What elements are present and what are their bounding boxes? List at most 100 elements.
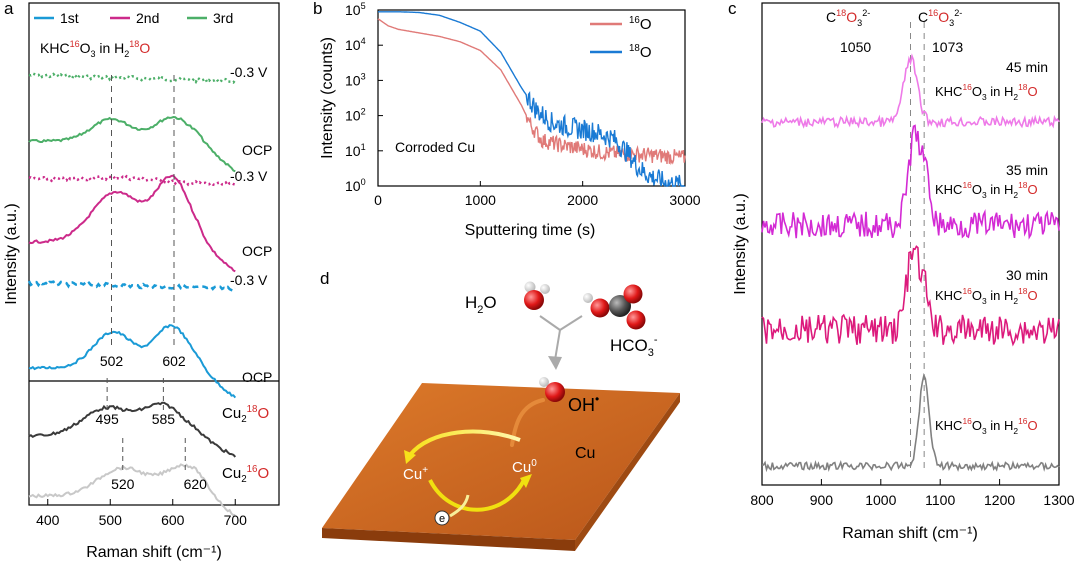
hydroxyl-radical-label: OH• [568, 392, 599, 415]
c-condition-label-0: KHC16O3 in H218O [935, 82, 1038, 102]
trace-3rd-OCP [28, 115, 236, 173]
copper-top-face [322, 383, 680, 540]
trace-label-3rd-OCP: OCP [242, 142, 272, 158]
trace-label-1st--0.3-V: -0.3 V [230, 272, 268, 288]
trace-16O [377, 18, 686, 166]
c-xtick-label-900: 900 [810, 492, 834, 508]
b-ytick-label-2: 102 [345, 107, 366, 124]
copper-label: Cu [575, 445, 595, 462]
panel-a-y-label: Intensity (a.u.) [3, 203, 20, 304]
panel-a-x-label: Raman shift (cm⁻¹) [86, 544, 222, 561]
trace-label-2nd--0.3-V: -0.3 V [230, 168, 268, 184]
cycle-top-arrow [408, 429, 521, 457]
panel-b-axes: 0 1000 2000 3000 100 101 102 103 104 105 [345, 1, 701, 208]
panel-b-y-label: Intensity (counts) [319, 37, 336, 159]
lower-peak-label-585: 585 [152, 411, 176, 427]
cycle-bottom-arrow [428, 477, 527, 512]
cycle-bottom-arrowhead [520, 474, 532, 488]
b-ytick-label-3: 103 [345, 71, 366, 88]
panel-a-inset-title: KHC16O3 in H218O [40, 39, 150, 59]
panel-c-frame [761, 2, 1060, 486]
oh-h-atom [539, 377, 549, 387]
panel-b: b 0 1000 2000 3000 100 101 102 103 104 105 Corrod… [313, 0, 701, 239]
trace-c-35-min [761, 124, 1060, 240]
trace-c-reference [762, 372, 1060, 473]
water-o-atom [524, 290, 544, 310]
panel-c-trace-labels: 45 min KHC16O3 in H218O 35 min KHC16O3 in H… [935, 59, 1048, 436]
trace-2nd-OCP [28, 174, 236, 273]
trace-Cu2-16O [28, 463, 236, 517]
lower-trace-label-0: Cu218O [222, 404, 269, 425]
c-time-label-0: 45 min [1006, 59, 1048, 75]
hydroxyl-radical [539, 377, 565, 402]
c-condition-label-3: KHC16O3 in H216O [935, 416, 1038, 436]
b-xtick-label-1000: 1000 [465, 192, 496, 208]
trace-c-45-min [761, 53, 1060, 129]
lower-trace-label-1: Cu216O [222, 464, 269, 485]
electron-trail [449, 494, 470, 518]
panel-label-c: c [728, 0, 737, 18]
legend-label-2nd: 2nd [136, 10, 159, 26]
b-ytick-label-4: 104 [345, 36, 366, 53]
panel-a-frame [28, 2, 280, 506]
lower-peak-label-620: 620 [184, 476, 208, 492]
b-xtick-label-0: 0 [374, 192, 382, 208]
copper-front-face [322, 528, 575, 551]
panel-b-traces [377, 11, 686, 187]
merge-arrow [539, 315, 583, 361]
cu-plus-label: Cu+ [403, 465, 428, 483]
bicarbonate-molecule [583, 284, 646, 330]
panel-c: c 800 900 1000 1100 1200 1300 C18O32- 1050 C16O… [728, 0, 1075, 542]
panel-a: a 1st 2nd 3rd KHC16O3 in H218O [4, 0, 280, 506]
hco3-c-atom [609, 295, 631, 317]
a-xtick-label-700: 700 [224, 512, 248, 528]
c-header-value-0: 1050 [840, 39, 871, 55]
redox-cycle [404, 429, 532, 512]
trace-2nd--0.3-V [28, 174, 236, 188]
panel-a-traces: -0.3 V OCP -0.3 V OCP -0.3 V OCP 502 602 [27, 64, 272, 399]
water-h2-atom [540, 284, 550, 294]
panel-b-legend: 16O 18O [590, 15, 652, 61]
b-legend-label-16O: 16O [629, 15, 652, 33]
b-legend-label-18O: 18O [629, 43, 652, 61]
c-xtick-label-1100: 1100 [925, 492, 955, 508]
cu-zero-label: Cu0 [512, 458, 537, 476]
a-xtick-label-400: 400 [36, 512, 60, 528]
c-xtick-label-1300: 1300 [1043, 492, 1074, 508]
c-header-species-0: C18O32- [826, 8, 870, 28]
peak-label-502: 502 [100, 353, 124, 369]
c-xtick-label-1000: 1000 [865, 492, 896, 508]
a-xtick-label-600: 600 [161, 512, 185, 528]
hco3-h-atom [583, 293, 593, 303]
panel-b-annotation: Corroded Cu [395, 139, 475, 155]
hco3-o3-atom [626, 310, 646, 330]
b-xtick-label-3000: 3000 [669, 192, 700, 208]
trace-Cu2-18O [28, 401, 237, 458]
trace-label-1st-OCP: OCP [242, 369, 272, 385]
copper-slab [322, 383, 680, 551]
lower-peak-label-495: 495 [95, 411, 119, 427]
panel-d: d Cu H2O HCO3- [320, 269, 680, 551]
cycle-top-arrowhead [404, 450, 416, 464]
b-ytick-label-1: 101 [345, 142, 366, 159]
electron-label: e [439, 513, 445, 525]
c-xtick-label-1200: 1200 [984, 492, 1015, 508]
b-xtick-label-2000: 2000 [567, 192, 598, 208]
panel-a-legend: 1st 2nd 3rd [34, 10, 233, 26]
c-time-label-2: 30 min [1006, 267, 1048, 283]
panel-label-d: d [320, 269, 329, 288]
oh-o-atom [545, 382, 565, 402]
panel-c-header-labels: C18O32- 1050 C16O32- 1073 [826, 8, 963, 55]
electron-icon [434, 510, 450, 526]
c-time-label-1: 35 min [1006, 162, 1048, 178]
c-condition-label-2: KHC16O3 in H218O [935, 286, 1038, 306]
panel-c-traces [761, 22, 1060, 473]
c-header-value-1: 1073 [932, 39, 963, 55]
c-xtick-label-800: 800 [750, 492, 774, 508]
panel-label-a: a [4, 0, 14, 18]
bicarbonate-formula: HCO3- [610, 334, 658, 359]
hco3-o2-atom [623, 284, 643, 304]
trace-label-3rd--0.3-V: -0.3 V [230, 64, 268, 80]
trace-3rd--0.3-V [28, 71, 237, 85]
